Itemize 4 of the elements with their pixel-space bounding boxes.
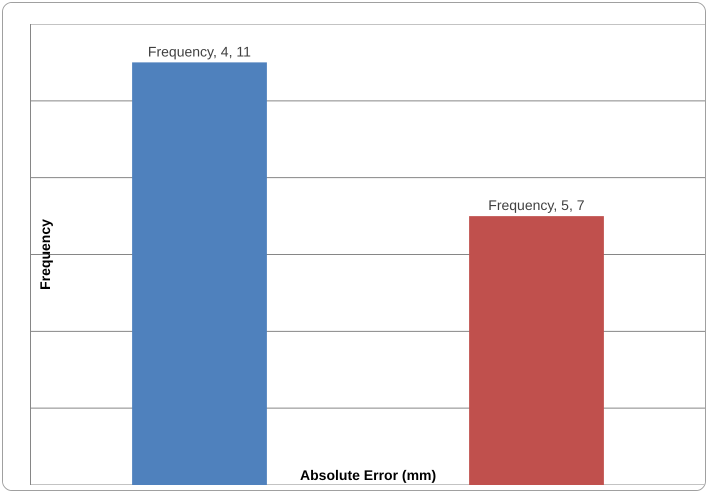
y-axis-title: Frequency xyxy=(36,218,53,290)
x-axis-title: Absolute Error (mm) xyxy=(300,467,436,483)
data-label: Frequency, 5, 7 xyxy=(488,197,585,214)
data-label: Frequency, 4, 11 xyxy=(148,43,252,60)
